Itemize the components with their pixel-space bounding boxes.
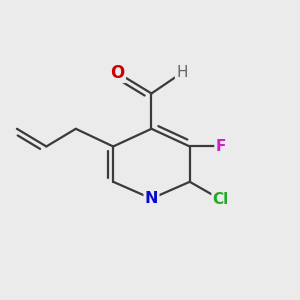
Text: H: H bbox=[176, 65, 188, 80]
Text: N: N bbox=[145, 191, 158, 206]
Text: O: O bbox=[110, 64, 125, 82]
Text: Cl: Cl bbox=[212, 192, 229, 207]
Text: F: F bbox=[215, 139, 226, 154]
